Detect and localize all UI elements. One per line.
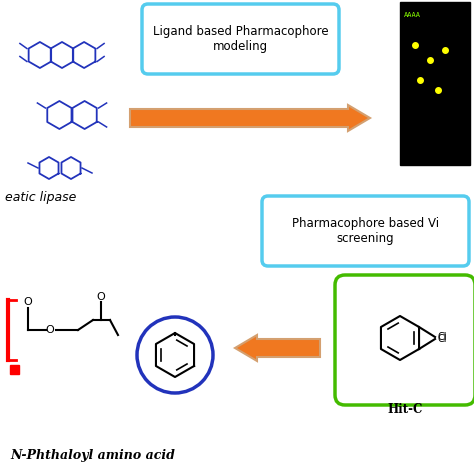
FancyBboxPatch shape [335,275,474,405]
Text: Pharmacophore based Vi
screening: Pharmacophore based Vi screening [292,217,439,245]
Text: O: O [46,325,55,335]
Text: eatic lipase: eatic lipase [5,191,76,204]
Text: N-Phthaloyl amino acid: N-Phthaloyl amino acid [10,449,175,463]
Text: Hit-C: Hit-C [387,403,423,416]
Text: Cl: Cl [437,334,447,344]
FancyArrow shape [130,105,370,131]
FancyBboxPatch shape [142,4,339,74]
Text: Cl: Cl [437,332,447,342]
Bar [10,365,19,374]
Text: Ligand based Pharmacophore
modeling: Ligand based Pharmacophore modeling [153,25,328,53]
Text: O: O [24,297,32,307]
Text: AAAA: AAAA [404,12,421,18]
FancyArrow shape [235,335,320,361]
Bar [400,2,470,165]
FancyBboxPatch shape [262,196,469,266]
Text: O: O [97,292,105,302]
